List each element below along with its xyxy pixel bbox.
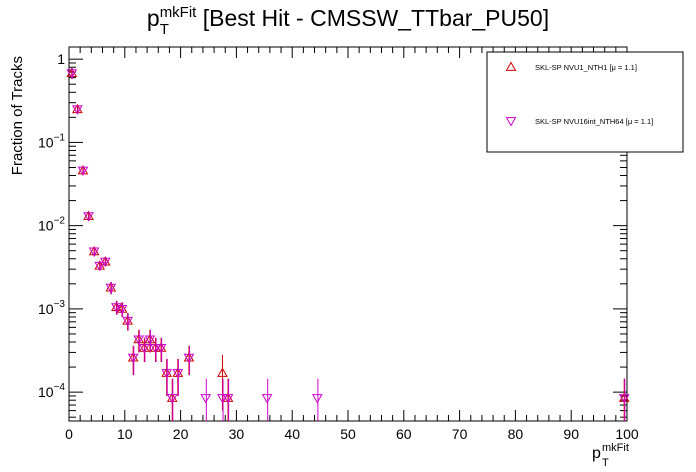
data-point: [161, 369, 173, 379]
data-point: [133, 333, 145, 344]
data-point: [127, 353, 139, 364]
data-point: [116, 303, 128, 313]
data-point: [217, 394, 228, 404]
y-tick-label: 1: [57, 51, 65, 67]
y-tick-label: 10−3: [38, 299, 65, 317]
x-tick-label: 60: [396, 426, 412, 442]
y-axis-label: Fraction of Tracks: [9, 56, 26, 175]
data-point: [183, 353, 195, 364]
legend-label: SKL-SP NVU1_NTH1 [μ = 1.1]: [535, 63, 637, 72]
data-point: [144, 333, 156, 344]
data-point: [618, 392, 630, 402]
x-axis-label-sub: T: [602, 457, 609, 469]
x-tick-label: 80: [508, 426, 524, 442]
x-axis-label-base: p: [592, 445, 601, 462]
data-series: [66, 67, 630, 421]
data-point: [122, 315, 133, 325]
legend-entry: SKL-SP NVU1_NTH1 [μ = 1.1]: [505, 61, 637, 72]
data-point: [72, 103, 83, 114]
x-axis-label: p mkFit T: [592, 442, 629, 469]
x-axis-ticks: 0 10 20 30 40 50 60 70 80 90 100: [65, 47, 639, 442]
legend: SKL-SP NVU1_NTH1 [μ = 1.1] SKL-SP NVU16in…: [486, 51, 684, 153]
data-point: [77, 164, 89, 175]
x-tick-label: 20: [173, 426, 189, 442]
data-point: [83, 210, 94, 221]
x-tick-label: 90: [563, 426, 579, 442]
data-point: [150, 344, 161, 354]
x-tick-label: 50: [340, 426, 356, 442]
data-point: [88, 245, 100, 256]
y-tick-label: 10−4: [38, 382, 65, 400]
data-point: [66, 69, 78, 79]
data-point: [172, 369, 184, 379]
data-point: [217, 367, 228, 377]
data-point: [105, 282, 117, 292]
data-point: [116, 305, 128, 315]
data-point: [618, 394, 630, 404]
data-point: [77, 166, 89, 176]
data-point: [172, 367, 184, 377]
data-point: [105, 283, 117, 294]
data-point: [88, 247, 100, 257]
x-tick-label: 40: [284, 426, 300, 442]
legend-label: SKL-SP NVU16int_NTH64 [μ = 1.1]: [535, 117, 653, 126]
chart-title-base: p: [147, 5, 160, 31]
data-point: [183, 352, 195, 362]
chart-title-rest: [Best Hit - CMSSW_TTbar_PU50]: [196, 5, 549, 31]
data-point: [99, 257, 111, 268]
data-point: [166, 394, 178, 404]
series-2: [66, 68, 630, 421]
data-point: [222, 394, 234, 404]
data-point: [122, 316, 133, 327]
x-tick-label: 10: [117, 426, 133, 442]
y-tick-label: 10−1: [38, 132, 65, 150]
chart-title-sup: mkFit: [160, 4, 197, 21]
data-point: [99, 256, 111, 266]
data-point: [161, 367, 173, 377]
data-point: [311, 394, 323, 404]
data-point: [138, 344, 150, 354]
data-point: [72, 105, 83, 115]
data-point: [200, 394, 212, 404]
data-point: [155, 344, 167, 354]
x-tick-label: 70: [452, 426, 468, 442]
data-point: [127, 352, 139, 362]
legend-marker: [505, 117, 517, 127]
data-point: [144, 335, 156, 345]
x-axis-label-sup: mkFit: [602, 442, 629, 454]
x-tick-label: 100: [615, 426, 639, 442]
legend-box: [486, 51, 684, 153]
legend-marker: [505, 61, 517, 71]
chart-title-sub: T: [160, 21, 169, 38]
legend-entry: SKL-SP NVU16int_NTH64 [μ = 1.1]: [505, 117, 653, 127]
y-tick-label: 10−2: [38, 216, 65, 234]
data-point: [138, 342, 150, 352]
chart-title: pmkFit [Best Hit - CMSSW_TTbar_PU50]: [147, 4, 549, 31]
data-point: [66, 67, 78, 77]
x-tick-label: 0: [65, 426, 73, 442]
data-point: [133, 335, 145, 345]
data-point: [83, 212, 94, 222]
data-point: [166, 392, 178, 402]
data-point: [261, 394, 273, 404]
data-point: [94, 261, 106, 272]
x-tick-label: 30: [229, 426, 245, 442]
